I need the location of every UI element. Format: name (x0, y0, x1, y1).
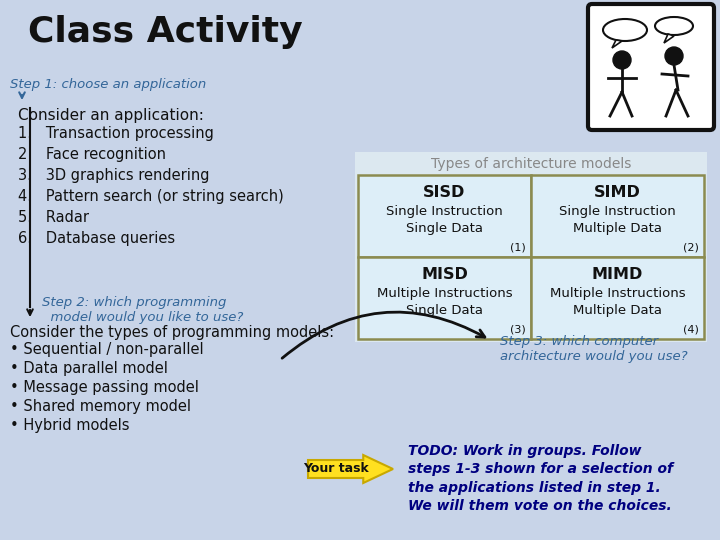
Text: Multiple Data: Multiple Data (573, 222, 662, 235)
Ellipse shape (603, 19, 647, 41)
Text: Types of architecture models: Types of architecture models (431, 157, 631, 171)
Text: 2.   Face recognition: 2. Face recognition (18, 147, 166, 162)
Text: Single Instruction: Single Instruction (386, 205, 503, 218)
Text: SISD: SISD (423, 185, 466, 200)
FancyBboxPatch shape (358, 257, 531, 339)
Text: Single Data: Single Data (406, 222, 483, 235)
Text: • Data parallel model: • Data parallel model (10, 361, 168, 376)
Text: Consider the types of programming models:: Consider the types of programming models… (10, 325, 334, 340)
Text: 6.   Database queries: 6. Database queries (18, 231, 175, 246)
FancyBboxPatch shape (355, 152, 707, 342)
Text: • Shared memory model: • Shared memory model (10, 399, 191, 414)
FancyBboxPatch shape (531, 257, 704, 339)
Ellipse shape (655, 17, 693, 35)
Text: 4.   Pattern search (or string search): 4. Pattern search (or string search) (18, 189, 284, 204)
Text: 1.   Transaction processing: 1. Transaction processing (18, 126, 214, 141)
Text: MISD: MISD (421, 267, 468, 282)
Text: (2): (2) (683, 243, 699, 253)
Text: • Message passing model: • Message passing model (10, 380, 199, 395)
Text: Consider an application:: Consider an application: (18, 108, 204, 123)
Text: MIMD: MIMD (592, 267, 643, 282)
Text: Step 3: which computer
architecture would you use?: Step 3: which computer architecture woul… (500, 335, 688, 363)
Text: Single Instruction: Single Instruction (559, 205, 676, 218)
Text: Step 2: which programming
  model would you like to use?: Step 2: which programming model would yo… (42, 296, 243, 324)
FancyBboxPatch shape (588, 4, 714, 130)
Text: 5.   Radar: 5. Radar (18, 210, 89, 225)
FancyBboxPatch shape (531, 175, 704, 257)
Text: • Hybrid models: • Hybrid models (10, 418, 130, 433)
Text: • Sequential / non-parallel: • Sequential / non-parallel (10, 342, 204, 357)
Text: Multiple Data: Multiple Data (573, 304, 662, 317)
Polygon shape (612, 40, 622, 48)
Text: Multiple Instructions: Multiple Instructions (377, 287, 513, 300)
Circle shape (665, 47, 683, 65)
Text: (4): (4) (683, 325, 699, 335)
Text: Multiple Instructions: Multiple Instructions (549, 287, 685, 300)
Text: Your task: Your task (303, 462, 369, 476)
Text: Class Activity: Class Activity (28, 15, 302, 49)
Text: SIMD: SIMD (594, 185, 641, 200)
Polygon shape (664, 34, 674, 43)
FancyBboxPatch shape (358, 175, 531, 257)
Text: TODO: Work in groups. Follow
steps 1-3 shown for a selection of
the applications: TODO: Work in groups. Follow steps 1-3 s… (408, 444, 673, 513)
Polygon shape (308, 455, 393, 483)
Text: 3.   3D graphics rendering: 3. 3D graphics rendering (18, 168, 210, 183)
Text: (3): (3) (510, 325, 526, 335)
Text: Single Data: Single Data (406, 304, 483, 317)
Circle shape (613, 51, 631, 69)
Text: Step 1: choose an application: Step 1: choose an application (10, 78, 206, 91)
Text: (1): (1) (510, 243, 526, 253)
